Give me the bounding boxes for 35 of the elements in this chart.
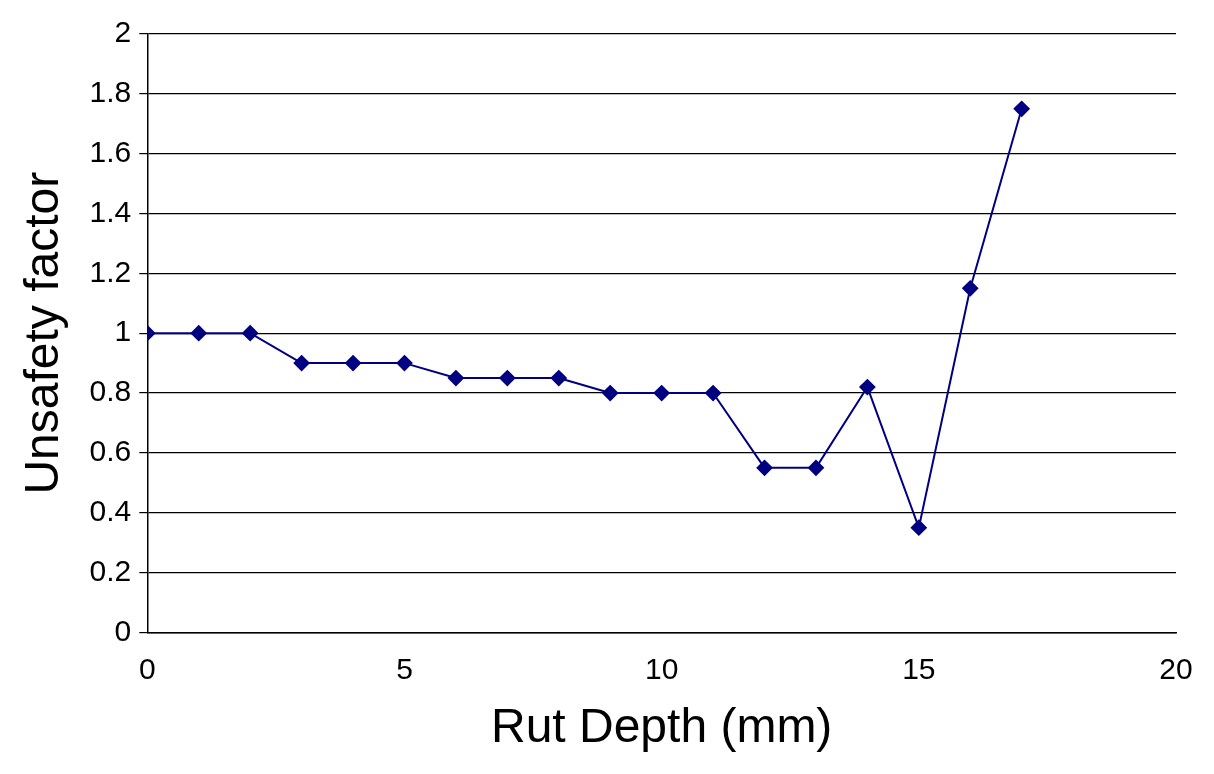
point [396, 355, 413, 372]
point [1013, 100, 1030, 117]
x-tick-label: 5 [396, 651, 413, 685]
y-tick-label: 1 [114, 314, 132, 348]
y-tick-label: 2 [114, 15, 132, 49]
point [499, 370, 516, 387]
y-tick-label: 0.8 [89, 374, 132, 408]
y-tick-label: 1.2 [89, 254, 132, 288]
y-tick-label: 0.2 [89, 553, 132, 587]
x-tick-label: 15 [902, 651, 936, 685]
point [653, 385, 670, 402]
point [807, 459, 824, 476]
y-axis-title: Unsafety factor [15, 171, 69, 495]
point [293, 355, 310, 372]
point [756, 459, 773, 476]
point [345, 355, 362, 372]
point [859, 379, 876, 396]
y-tick-label: 1.8 [89, 75, 132, 109]
point [242, 325, 259, 342]
y-tick-label: 0.6 [89, 434, 132, 468]
x-tick-label: 20 [1159, 651, 1193, 685]
point [602, 385, 619, 402]
point [190, 325, 207, 342]
y-tick-label: 1.4 [89, 194, 132, 228]
point [910, 519, 927, 536]
point [447, 370, 464, 387]
point [550, 370, 567, 387]
x-axis-title: Rut Depth (mm) [490, 699, 833, 753]
y-tick-label: 0 [114, 613, 132, 647]
point [962, 280, 979, 297]
point [705, 385, 722, 402]
x-tick-label: 0 [138, 651, 156, 685]
x-tick-label: 10 [644, 651, 679, 685]
y-tick-label: 0.4 [89, 493, 132, 527]
y-tick-label: 1.6 [89, 134, 132, 168]
